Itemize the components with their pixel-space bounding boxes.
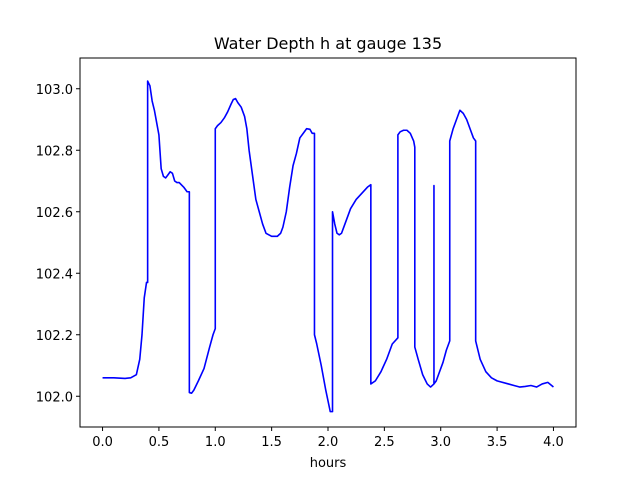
x-tick-label: 2.0 [318,435,339,450]
series-line [102,80,554,413]
y-axis: 102.0 102.2 102.4 102.6 102.8 103.0 [36,83,80,405]
y-tick-label: 102.6 [36,206,73,221]
y-tick-label: 102.4 [36,267,73,282]
x-tick-label: 0.5 [149,435,170,450]
y-tick-label: 102.8 [36,144,73,159]
x-tick-label: 1.5 [261,435,282,450]
plot-area [102,80,554,413]
x-tick-label: 4.0 [543,435,564,450]
x-tick-label: 1.0 [205,435,226,450]
y-tick-label: 102.0 [36,390,73,405]
chart-title: Water Depth h at gauge 135 [214,34,442,53]
y-tick-label: 102.2 [36,329,73,344]
x-tick-label: 3.0 [430,435,451,450]
x-tick-label: 2.5 [374,435,395,450]
x-axis-label: hours [310,456,347,471]
x-tick-label: 3.5 [487,435,508,450]
x-axis: 0.0 0.5 1.0 1.5 2.0 2.5 3.0 3.5 4.0 [92,427,564,450]
x-tick-label: 0.0 [92,435,113,450]
y-tick-label: 103.0 [36,83,73,98]
